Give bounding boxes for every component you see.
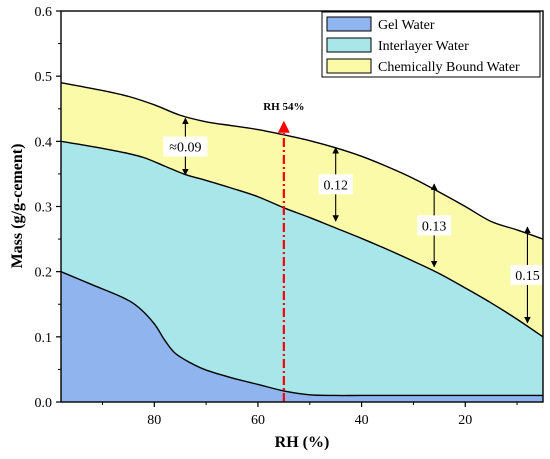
annotation-box-2 — [417, 215, 452, 236]
legend-label-chemically-bound-water: Chemically Bound Water — [378, 60, 520, 75]
legend-swatch-interlayer-water — [326, 37, 372, 53]
rh-marker-arrowhead — [277, 120, 290, 133]
interlayer-water-line — [60, 140, 544, 338]
x-tick-label-3: 20 — [458, 413, 472, 428]
gel-water-area — [61, 271, 543, 402]
axes-layer: 0.0 0.1 0.2 0.3 0.4 0.5 0.6 80 60 40 20 — [35, 5, 544, 428]
rh-marker-layer: RH 54% — [263, 101, 304, 402]
legend-swatch-gel-water — [326, 16, 372, 32]
x-tick-label-1: 60 — [251, 413, 265, 428]
legend: Gel Water Interlayer Water Chemically Boun… — [321, 11, 541, 78]
legend-label-gel-water: Gel Water — [378, 18, 435, 33]
x-tick-label-2: 40 — [355, 413, 369, 428]
boundary-lines-layer — [60, 81, 544, 397]
legend-label-interlayer-water: Interlayer Water — [378, 39, 469, 54]
annotation-label-1: 0.12 — [323, 178, 348, 193]
annotation-label-2: 0.13 — [422, 219, 447, 234]
y-tick-label-5: 0.5 — [35, 70, 53, 85]
annotation-label-3: 0.15 — [515, 269, 540, 284]
areas-layer — [61, 82, 543, 403]
y-tick-label-2: 0.2 — [35, 266, 53, 281]
y-tick-label-6: 0.6 — [35, 5, 53, 20]
y-tick-label-4: 0.4 — [35, 135, 53, 150]
y-tick-label-0: 0.0 — [35, 396, 53, 411]
x-axis-label: RH (%) — [275, 434, 330, 451]
annotation-box-1 — [318, 174, 353, 195]
interlayer-water-area — [61, 141, 543, 402]
y-tick-label-1: 0.1 — [35, 331, 53, 346]
annotation-box-0 — [163, 136, 208, 157]
annotations-layer: ≈0.09 0.12 0.13 0.15 — [163, 117, 545, 324]
rh-marker-label: RH 54% — [263, 101, 304, 113]
y-axis-label: Mass (g/g-cement) — [9, 144, 26, 269]
y-tick-label-3: 0.3 — [35, 201, 53, 216]
annotation-label-0: ≈0.09 — [169, 141, 201, 156]
gel-water-line — [60, 271, 543, 397]
x-tick-label-0: 80 — [147, 413, 161, 428]
chemically-bound-water-line — [60, 81, 544, 240]
annotation-box-3 — [510, 264, 545, 285]
legend-swatch-chemically-bound-water — [326, 58, 372, 74]
